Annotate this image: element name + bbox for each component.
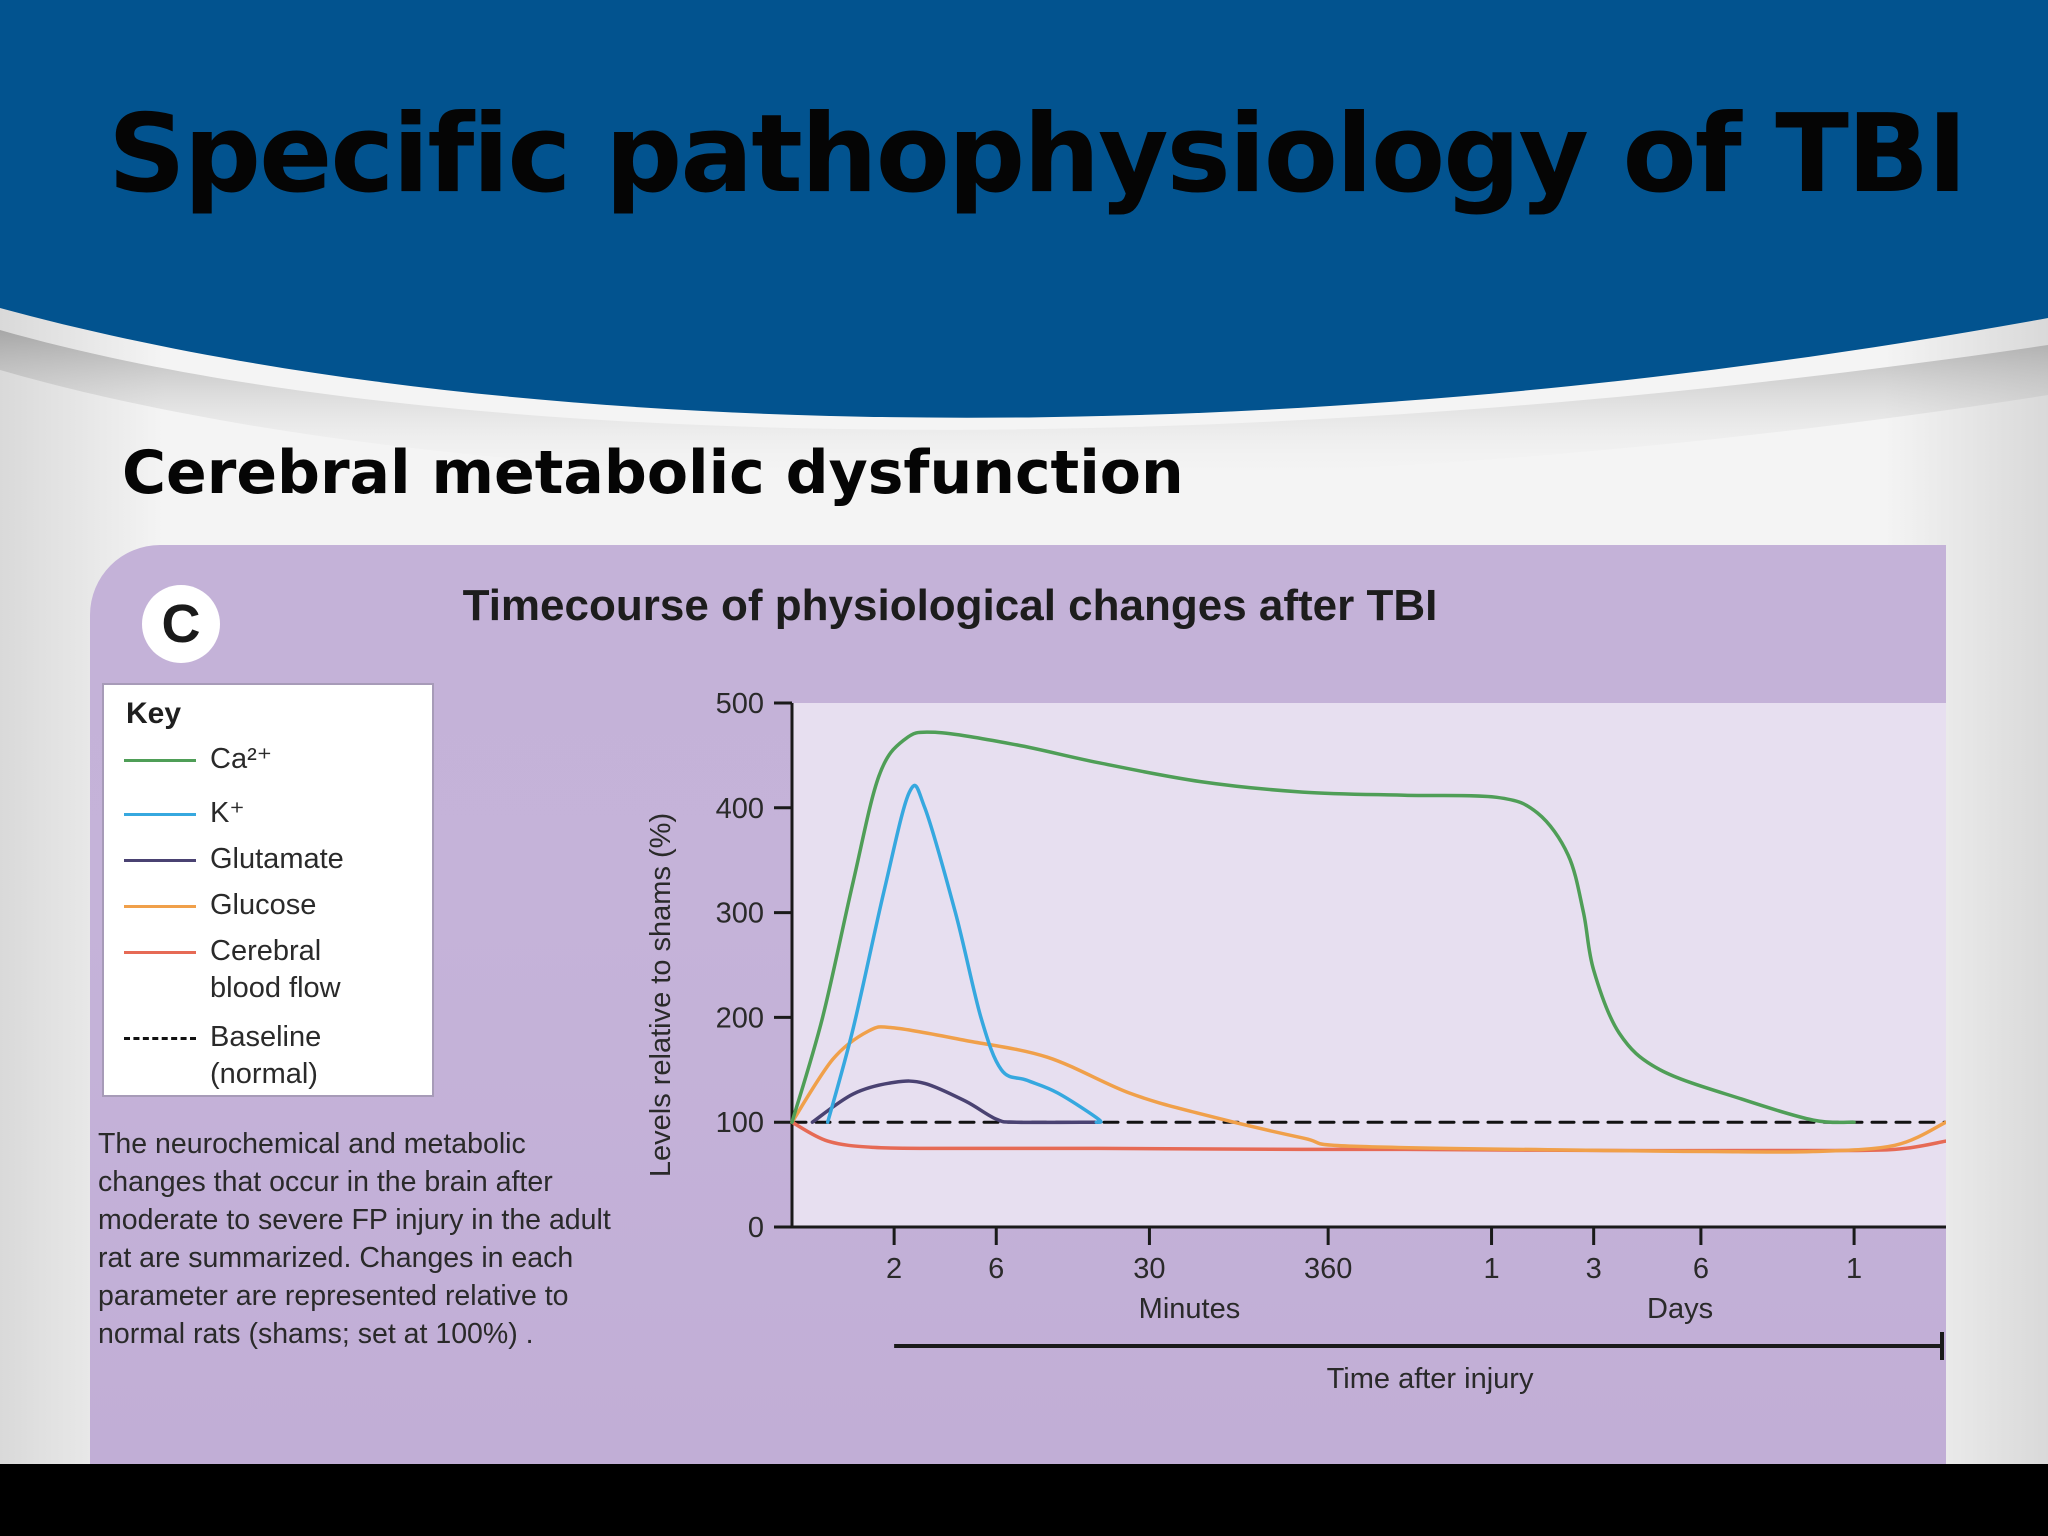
y-tick-label-0: 0 [748, 1212, 764, 1244]
y-tick-label-200: 200 [716, 1002, 764, 1034]
legend-label-glucose: Glucose [210, 889, 317, 921]
x-tick-label-6: 6 [1693, 1253, 1709, 1285]
slide-subtitle: Cerebral metabolic dysfunction [122, 438, 1184, 508]
legend-swatch-glutamate [124, 859, 196, 862]
line-chart: 0 100 200 300 400 500 Levels relative to shams… [645, 688, 1946, 1395]
legend-swatch-ca [124, 759, 196, 762]
legend-label-ca: Ca²⁺ [210, 743, 273, 775]
legend-label-glutamate: Glutamate [210, 843, 344, 875]
chart-title: Timecourse of physiological changes afte… [462, 581, 1438, 630]
x-tick-label-4: 1 [1483, 1253, 1499, 1285]
x-tick-label-7: 1 [1846, 1253, 1862, 1285]
legend-title: Key [126, 697, 182, 730]
x-unit-label-days: Days [1647, 1293, 1713, 1325]
series-line-glucose [790, 1025, 1946, 1154]
x-tick-label-3: 360 [1304, 1253, 1352, 1285]
legend-swatch-cerebral-blood-flow [124, 951, 196, 954]
x-tick-label-5: 3 [1586, 1253, 1602, 1285]
legend-label-cerebral-blood-flow: Cerebral blood flow [210, 935, 341, 1004]
figure-caption: The neurochemical and metabolic changes … [98, 1128, 611, 1350]
plot-area [792, 703, 1946, 1227]
x-axis-label: Time after injury [1327, 1363, 1534, 1395]
y-tick-label-500: 500 [716, 688, 764, 720]
series-line-ca [790, 730, 1856, 1125]
legend-label-baseline: Baseline (normal) [210, 1021, 322, 1090]
y-axis-label: Levels relative to shams (%) [645, 813, 677, 1177]
footer-bar [0, 1464, 2048, 1536]
legend-box: Key Ca²⁺ K⁺ Glutamate Glucose Cerebral b… [102, 683, 434, 1097]
legend-label-k: K⁺ [210, 797, 245, 829]
figure-panel: C Timecourse of physiological changes af… [90, 545, 1946, 1465]
y-tick-label-300: 300 [716, 898, 764, 930]
legend-swatch-glucose [124, 905, 196, 908]
series-line-glutamate [810, 1079, 1101, 1125]
x-unit-label-minutes: Minutes [1139, 1293, 1241, 1325]
x-tick-label-0: 2 [886, 1253, 902, 1285]
x-tick-label-1: 6 [988, 1253, 1004, 1285]
y-tick-label-100: 100 [716, 1107, 764, 1139]
series-line-k [825, 783, 1103, 1125]
slide-title: Specific pathophysiology of TBI [108, 92, 1967, 217]
legend-swatch-k [124, 813, 196, 816]
y-tick-label-400: 400 [716, 793, 764, 825]
legend-swatch-baseline [124, 1037, 196, 1040]
panel-letter: C [142, 585, 220, 663]
x-tick-label-2: 30 [1133, 1253, 1165, 1285]
